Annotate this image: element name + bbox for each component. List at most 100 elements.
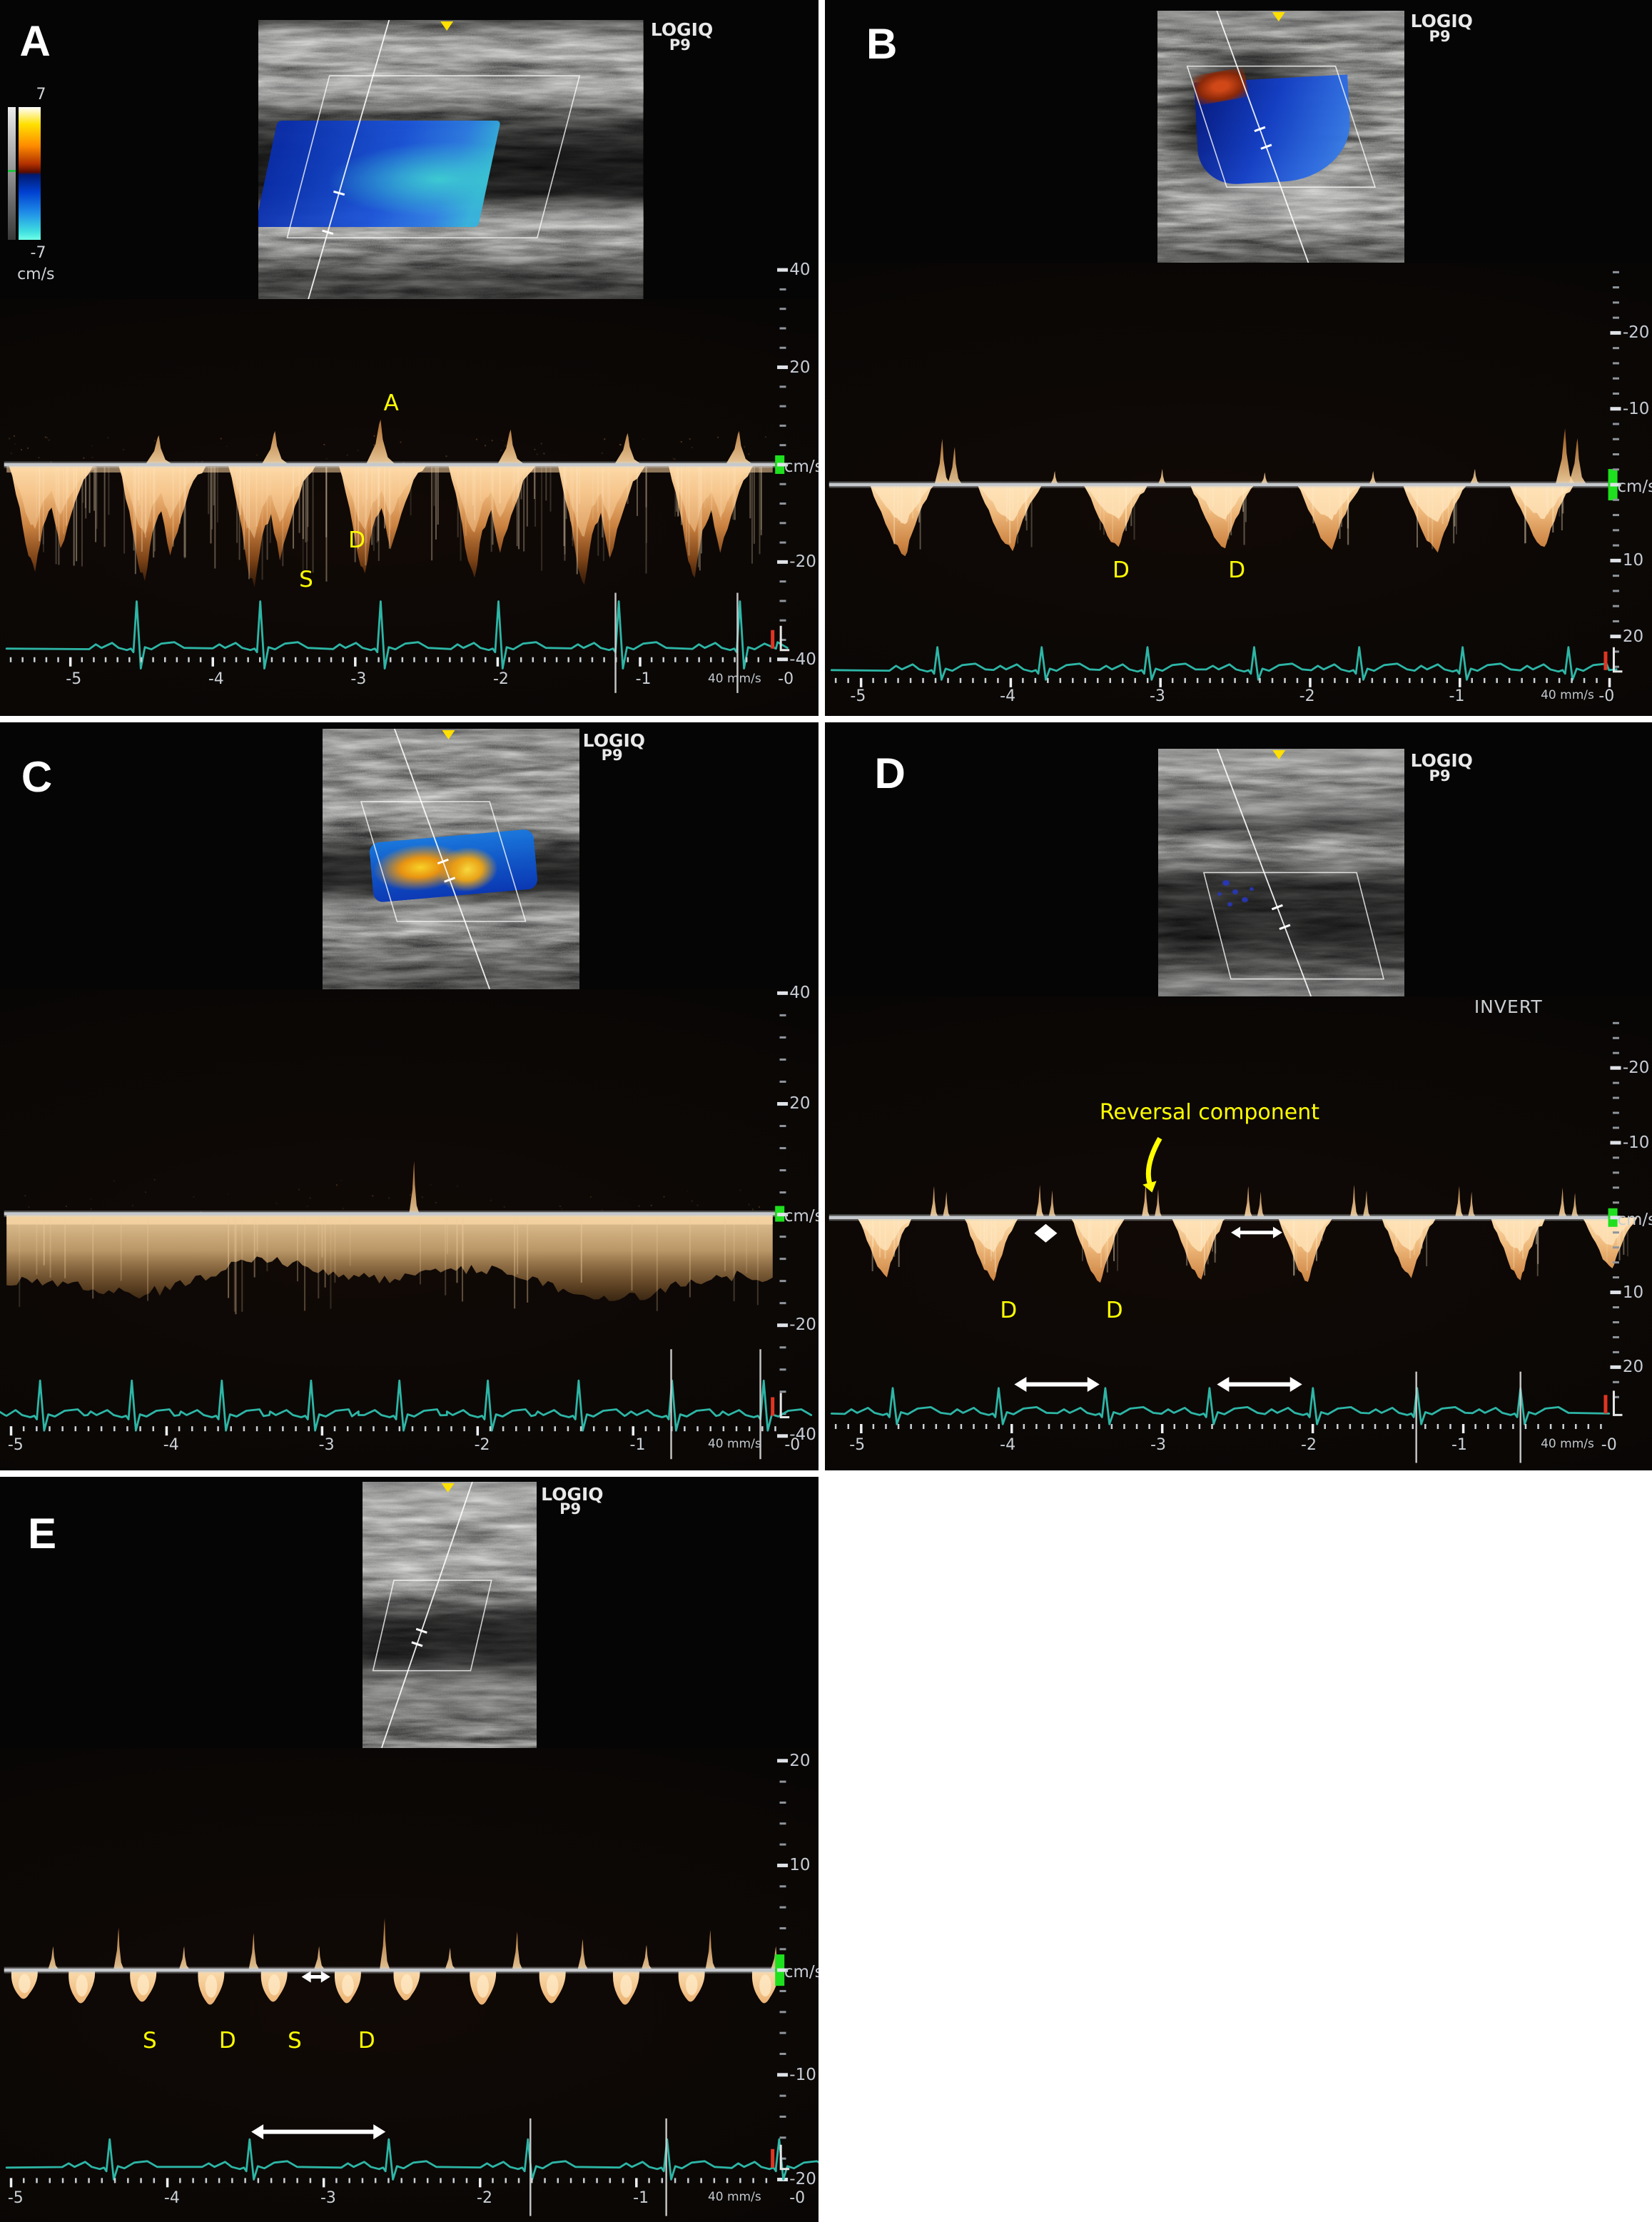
scale-label: 40 xyxy=(789,261,811,280)
machine-brand-logo: LOGIQ P9 xyxy=(1410,749,1473,784)
scale-label: -20 xyxy=(1622,1059,1650,1078)
colorbar-unit-label: cm/s xyxy=(17,265,55,283)
wave-annotation-label: D xyxy=(1112,557,1130,584)
baseline-tick xyxy=(8,169,16,172)
wave-annotation-label: D xyxy=(358,2027,375,2054)
us-overlay-graphics xyxy=(286,20,581,300)
scale-label: -10 xyxy=(789,2065,816,2084)
time-label: -1 xyxy=(1449,687,1465,705)
panel-letter: D xyxy=(874,749,906,797)
sweep-marker-red xyxy=(771,2148,775,2168)
interval-cursors xyxy=(1415,1371,1521,1463)
scale-label: -10 xyxy=(1622,1133,1650,1152)
sweep-marker xyxy=(1612,1390,1623,1416)
sample-gate-marker xyxy=(322,229,334,236)
sample-gate-marker xyxy=(1254,126,1266,133)
sweep-speed-label: 40 mm/s xyxy=(1541,1436,1594,1451)
brand-line2: P9 xyxy=(1429,27,1451,45)
scale-unit-label: cm/s xyxy=(784,1206,819,1226)
doppler-plot xyxy=(0,991,813,1460)
ecg-strip xyxy=(5,600,790,670)
brand-line1: LOGIQ xyxy=(1410,11,1473,32)
wave-annotation-label: D xyxy=(1228,557,1246,584)
doppler-cursor-line xyxy=(381,1482,473,1748)
brand-line1: LOGIQ xyxy=(1410,749,1473,771)
time-label: -4 xyxy=(1000,687,1016,705)
time-label: -3 xyxy=(1150,1435,1167,1454)
orientation-marker-icon xyxy=(1272,12,1285,22)
time-label: -5 xyxy=(849,1435,866,1454)
time-label: -1 xyxy=(633,2189,649,2208)
panel-letter: C xyxy=(21,753,53,802)
invert-status-label: INVERT xyxy=(1474,996,1543,1017)
panel-letter: E xyxy=(27,1510,57,1558)
us-overlay-graphics xyxy=(360,729,527,990)
wave-annotation-label: D xyxy=(348,527,366,554)
wave-annotation-label: S xyxy=(299,567,313,593)
time-label: -4 xyxy=(163,2189,180,2208)
scale-label: 20 xyxy=(789,1094,811,1113)
wave-annotation-label: D xyxy=(1105,1298,1123,1324)
wave-annotation-label: S xyxy=(288,2027,302,2054)
sweep-marker-red xyxy=(771,630,775,649)
color-roi-box xyxy=(286,75,581,238)
baseline xyxy=(4,455,785,474)
orientation-marker-icon xyxy=(442,730,455,740)
sweep-marker xyxy=(779,2144,790,2171)
sample-gate-marker xyxy=(1279,924,1291,930)
reversal-pointer-arrow-icon xyxy=(1145,1136,1162,1183)
color-roi-box xyxy=(1202,872,1385,980)
scale-label: -20 xyxy=(789,1315,816,1334)
wave-annotation-label: A xyxy=(383,390,399,416)
brand-line1: LOGIQ xyxy=(582,729,646,751)
ecg-strip xyxy=(0,1379,813,1436)
spectral-waveform xyxy=(6,1161,773,1315)
scale-label: -20 xyxy=(789,2170,816,2189)
time-label: -0 xyxy=(1601,1435,1617,1454)
ecg-strip xyxy=(830,646,1623,687)
colorbar-max-label: 7 xyxy=(36,86,46,104)
sample-gate-marker xyxy=(415,1628,427,1635)
time-label: -2 xyxy=(1301,1435,1317,1454)
orientation-marker-icon xyxy=(1272,749,1286,759)
scale-label: 20 xyxy=(1622,627,1644,646)
spectral-waveform xyxy=(11,1918,781,2005)
time-label: -5 xyxy=(7,2189,24,2208)
scale-label: 10 xyxy=(1622,551,1644,570)
ecg-trace xyxy=(830,1387,1611,1425)
scale-label: -40 xyxy=(789,1425,816,1444)
sample-gate-marker xyxy=(437,859,449,865)
callout-label: Reversal component xyxy=(1099,1100,1319,1126)
time-label: -1 xyxy=(1451,1435,1467,1454)
scale-label: 20 xyxy=(789,358,811,377)
doppler-plot xyxy=(4,1759,819,2216)
diamond-marker-icon xyxy=(1034,1223,1058,1243)
us-overlay-graphics xyxy=(1202,748,1385,996)
time-label: -1 xyxy=(629,1435,646,1454)
doppler-plot xyxy=(828,1021,1638,1463)
brand-line1: LOGIQ xyxy=(650,19,714,41)
sweep-speed-label: 40 mm/s xyxy=(1541,687,1594,702)
time-label: -0 xyxy=(784,1435,801,1454)
ecg-trace xyxy=(0,1379,813,1432)
annotation-arrows xyxy=(251,1971,386,2140)
scale-label: 10 xyxy=(789,1856,811,1875)
time-label: -2 xyxy=(1299,687,1315,705)
sweep-speed-label: 40 mm/s xyxy=(707,2190,761,2205)
scale-label: 40 xyxy=(789,984,811,1003)
velocity-scale-ticks xyxy=(777,991,789,1438)
scale-label: -10 xyxy=(1622,399,1650,418)
brand-line1: LOGIQ xyxy=(541,1483,604,1505)
color-roi-box xyxy=(372,1580,492,1672)
time-label: -2 xyxy=(477,2189,492,2208)
colorbar-min-label: -7 xyxy=(30,243,46,262)
orientation-marker-icon xyxy=(441,1483,455,1493)
sweep-marker-red xyxy=(771,1397,775,1416)
wave-annotation-label: S xyxy=(143,2027,157,2054)
machine-brand-logo: LOGIQ P9 xyxy=(582,729,646,764)
